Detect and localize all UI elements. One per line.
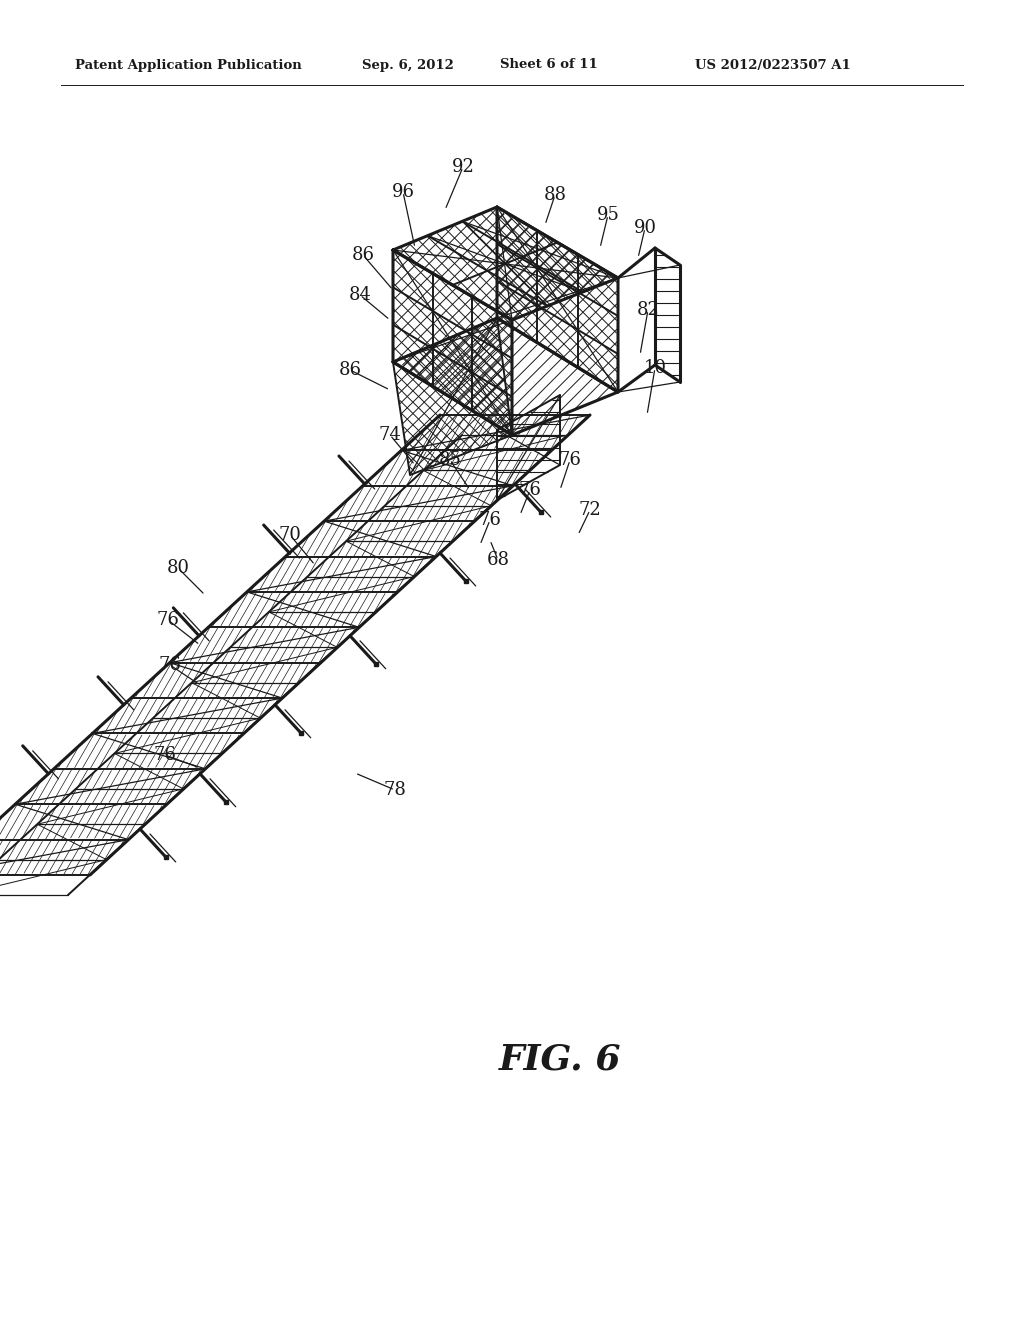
Text: Sheet 6 of 11: Sheet 6 of 11 bbox=[500, 58, 598, 71]
Text: Patent Application Publication: Patent Application Publication bbox=[75, 58, 302, 71]
Text: 72: 72 bbox=[579, 502, 601, 519]
Text: 70: 70 bbox=[279, 525, 301, 544]
Text: 68: 68 bbox=[486, 550, 510, 569]
Text: 86: 86 bbox=[351, 246, 375, 264]
Text: 84: 84 bbox=[348, 286, 372, 304]
Text: 80: 80 bbox=[167, 558, 189, 577]
Text: 86: 86 bbox=[339, 360, 361, 379]
Text: FIG. 6: FIG. 6 bbox=[499, 1043, 622, 1077]
Text: 76: 76 bbox=[154, 746, 176, 764]
Text: 10: 10 bbox=[643, 359, 667, 378]
Text: 74: 74 bbox=[379, 426, 401, 444]
Text: 76: 76 bbox=[159, 656, 181, 675]
Text: 76: 76 bbox=[558, 451, 582, 469]
Text: 90: 90 bbox=[634, 219, 656, 238]
Text: 76: 76 bbox=[518, 480, 542, 499]
Text: 88: 88 bbox=[544, 186, 566, 205]
Text: 82: 82 bbox=[637, 301, 659, 319]
Text: 78: 78 bbox=[384, 781, 407, 799]
Text: Sep. 6, 2012: Sep. 6, 2012 bbox=[362, 58, 454, 71]
Text: 76: 76 bbox=[478, 511, 502, 529]
Text: 85: 85 bbox=[438, 451, 462, 469]
Text: 95: 95 bbox=[597, 206, 620, 224]
Text: 92: 92 bbox=[452, 158, 474, 176]
Text: 76: 76 bbox=[157, 611, 179, 630]
Text: 96: 96 bbox=[391, 183, 415, 201]
Text: US 2012/0223507 A1: US 2012/0223507 A1 bbox=[695, 58, 851, 71]
